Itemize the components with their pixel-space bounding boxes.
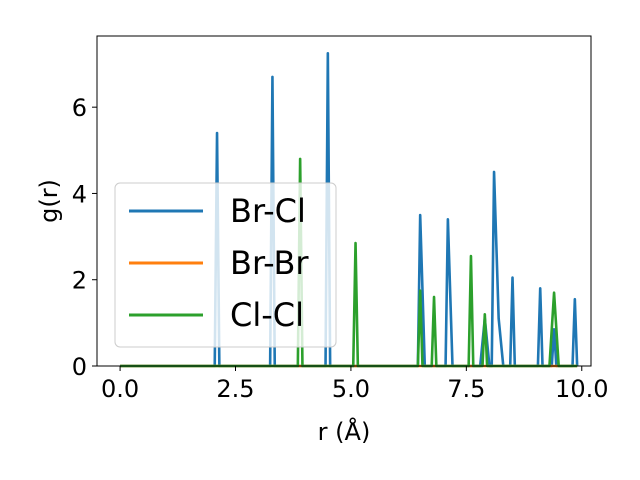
plot-frame <box>96 35 592 367</box>
legend-label-cl-cl: Cl-Cl <box>230 296 304 334</box>
y-tick-label: 6 <box>72 94 87 122</box>
x-tick-label: 0.0 <box>101 375 139 403</box>
legend-label-br-br: Br-Br <box>230 244 309 282</box>
axes-layer: 0.0 2.5 5.0 7.5 10.0 0 2 4 6 <box>72 35 608 403</box>
x-tick-label: 10.0 <box>555 375 608 403</box>
legend: Br-Cl Br-Br Cl-Cl <box>114 182 337 348</box>
legend-label-br-cl: Br-Cl <box>230 192 306 230</box>
x-axis-label: r (Å) <box>318 417 371 446</box>
x-tick-label: 7.5 <box>447 375 485 403</box>
y-axis-label: g(r) <box>35 179 63 223</box>
x-tick-label: 5.0 <box>332 375 370 403</box>
y-tick-label: 4 <box>72 180 87 208</box>
x-tick-label: 2.5 <box>216 375 254 403</box>
y-tick-label: 2 <box>72 267 87 295</box>
legend-box <box>114 182 337 348</box>
y-tick-label: 0 <box>72 353 87 381</box>
